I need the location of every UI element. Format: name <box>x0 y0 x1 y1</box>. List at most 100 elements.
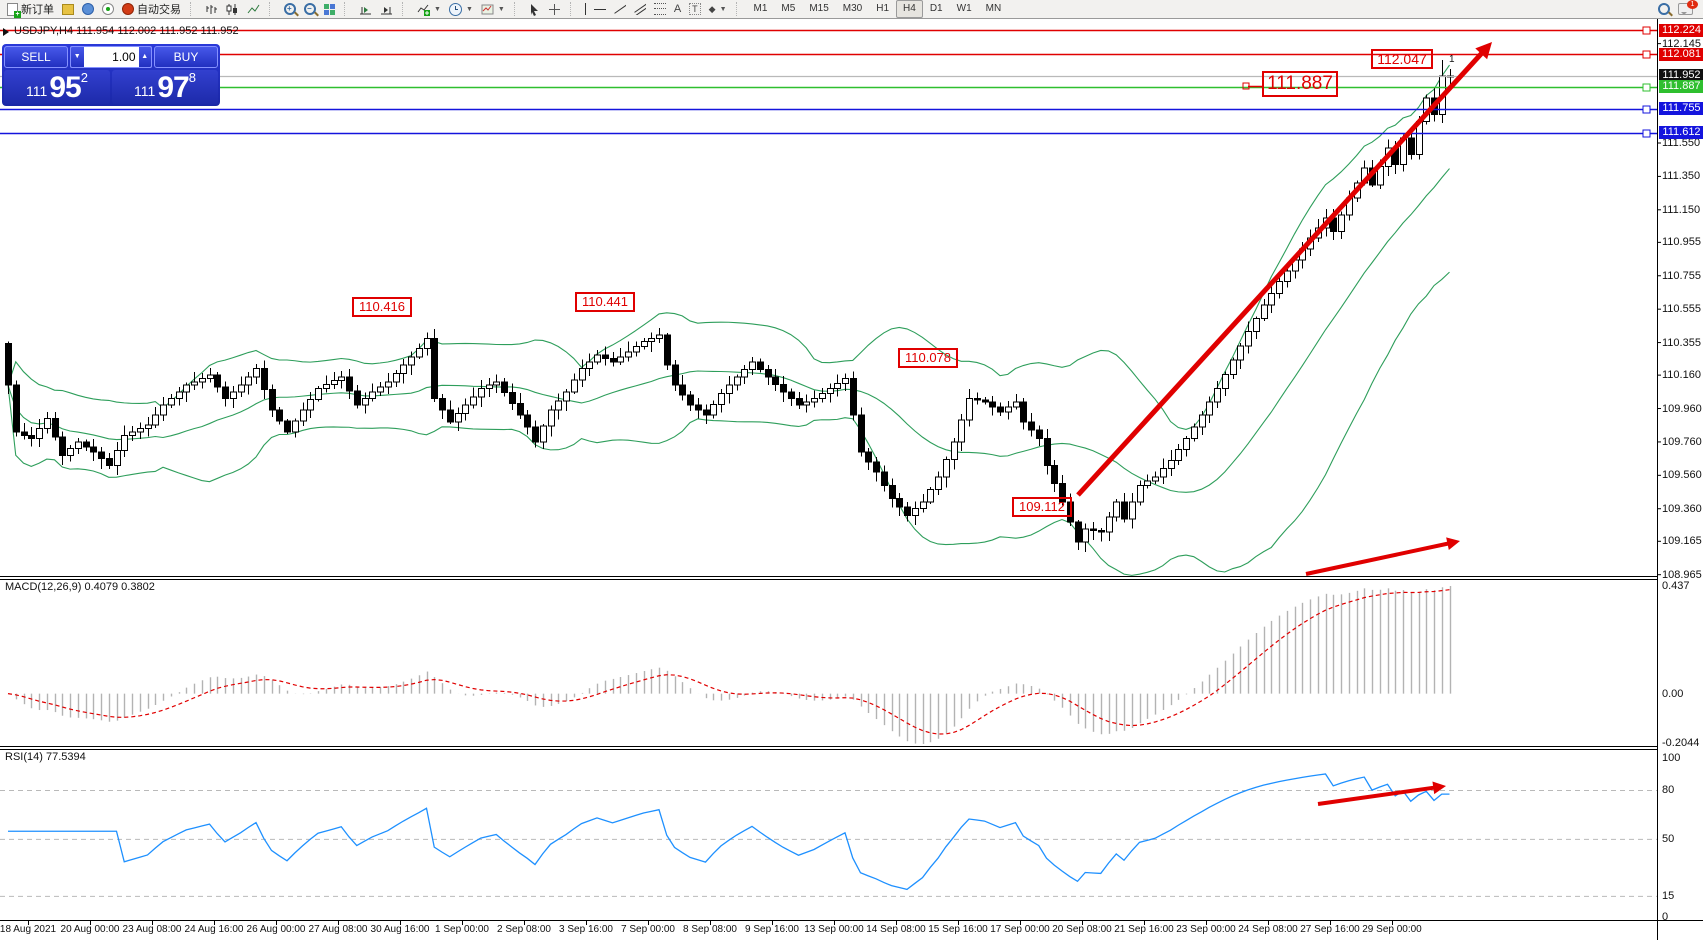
indicators-button[interactable]: ▼ <box>413 1 445 17</box>
hline-handle-111.612[interactable] <box>1642 129 1651 138</box>
tile-windows-button[interactable] <box>320 1 339 17</box>
trendline-tool[interactable] <box>610 1 630 17</box>
tab-timeframe-M1[interactable]: M1 <box>753 3 768 14</box>
price-tick-108.965: 108.965 <box>1662 568 1702 581</box>
tab-timeframe-W1[interactable]: W1 <box>956 3 972 14</box>
date-label-16: 17 Sep 00:00 <box>990 924 1050 935</box>
candles <box>5 60 1454 553</box>
periods-button[interactable]: ▼ <box>445 1 477 17</box>
cursor-icon <box>529 3 540 16</box>
zoom-in-button[interactable]: + <box>280 1 300 17</box>
tab-timeframe-M15[interactable]: M15 <box>809 3 829 14</box>
tab-timeframe-M30[interactable]: M30 <box>842 3 863 14</box>
macd-signal-line <box>7 589 1450 735</box>
hline-handle-111.887[interactable] <box>1642 83 1651 92</box>
timeframe-group: M1 M5 M15 M30 H1 H4 D1 W1 MN <box>744 0 1012 18</box>
buy-button[interactable]: BUY <box>154 46 218 68</box>
trendline-icon <box>614 3 626 15</box>
auto-scroll-button[interactable] <box>355 1 376 17</box>
date-label-12: 9 Sep 16:00 <box>745 924 799 935</box>
horizontal-line-tool[interactable] <box>590 1 610 17</box>
date-label-19: 23 Sep 00:00 <box>1176 924 1236 935</box>
chart-shift-button[interactable] <box>376 1 397 17</box>
search-icon[interactable] <box>1658 3 1670 15</box>
rsi-pane <box>0 773 1657 897</box>
label-tool[interactable]: T <box>685 1 705 17</box>
crosshair-button[interactable] <box>544 1 565 17</box>
channel-tool[interactable] <box>630 1 650 17</box>
candlestick-button[interactable] <box>222 1 243 17</box>
price-tick-111.150: 111.150 <box>1662 203 1701 216</box>
annotation-110.078[interactable]: 110.078 <box>898 348 958 368</box>
price-tick-110.755: 110.755 <box>1662 269 1701 282</box>
tab-timeframe-H1[interactable]: H1 <box>876 3 890 14</box>
tab-timeframe-M5[interactable]: M5 <box>781 3 796 14</box>
annotation-110.441[interactable]: 110.441 <box>575 292 635 312</box>
bar-chart-button[interactable] <box>201 1 222 17</box>
date-label-17: 20 Sep 08:00 <box>1052 924 1112 935</box>
date-label-8: 2 Sep 08:00 <box>497 924 551 935</box>
price-tick-109.360: 109.360 <box>1662 502 1702 515</box>
date-label-18: 21 Sep 16:00 <box>1114 924 1174 935</box>
volume-down-button[interactable]: ▼ <box>71 47 84 67</box>
chart-shift-icon <box>380 3 393 16</box>
toolbar-separator <box>190 2 196 16</box>
sell-button[interactable]: SELL <box>4 46 68 68</box>
candlestick-icon <box>226 3 239 16</box>
annotation-110.416[interactable]: 110.416 <box>352 297 412 317</box>
trend-arrow-1[interactable] <box>1305 540 1453 576</box>
chart-symbol-ohlc: USDJPY,H4 111.954 112.002 111.952 111.95… <box>14 25 239 37</box>
price-tick-110.160: 110.160 <box>1662 369 1701 382</box>
price-tick-110.955: 110.955 <box>1662 236 1701 249</box>
clock-icon <box>448 2 462 16</box>
vertical-line-tool[interactable] <box>581 1 590 17</box>
one-click-trading-panel: SELL ▼ ▲ BUY 111 95 2 111 97 8 <box>2 44 220 106</box>
new-order-button[interactable]: + 新订单 <box>3 1 58 18</box>
market-watch-button[interactable] <box>78 1 98 17</box>
templates-button[interactable]: ▼ <box>477 1 509 17</box>
annotation-109.112[interactable]: 109.112 <box>1012 497 1072 517</box>
volume-up-button[interactable]: ▲ <box>138 47 151 67</box>
annotation-112.047[interactable]: 112.047 <box>1371 49 1433 69</box>
arrows-tool[interactable]: ◆ ▼ <box>708 3 727 14</box>
hline-handle-111.755[interactable] <box>1642 105 1651 114</box>
tab-timeframe-D1[interactable]: D1 <box>929 3 943 14</box>
text-tool[interactable]: A <box>670 1 685 17</box>
buy-price-prefix: 111 <box>134 83 156 99</box>
trend-arrow-2[interactable] <box>1317 785 1439 806</box>
line-chart-button[interactable] <box>243 1 264 17</box>
macd-axis-max: 0.437 <box>1662 580 1690 592</box>
annotation-111.887[interactable]: 111.887 <box>1262 71 1338 97</box>
zoom-in-icon: + <box>284 3 296 15</box>
trend-arrow-head-0 <box>1475 42 1492 60</box>
hline-handle-112.081[interactable] <box>1642 50 1651 59</box>
price-tick-109.560: 109.560 <box>1662 469 1702 482</box>
cursor-button[interactable] <box>525 1 544 17</box>
main-price-pane <box>5 60 1454 576</box>
trend-arrow-0[interactable] <box>1076 47 1488 497</box>
tab-timeframe-MN[interactable]: MN <box>985 3 1002 14</box>
signals-button[interactable] <box>98 1 118 17</box>
chat-icon[interactable]: 1 <box>1678 0 1698 15</box>
hline-handle-112.224[interactable] <box>1642 26 1651 35</box>
buy-price-button[interactable]: 111 97 8 <box>112 70 218 104</box>
price-tick-110.355: 110.355 <box>1662 336 1701 349</box>
tile-windows-icon <box>324 3 335 15</box>
macd-title: MACD(12,26,9) 0.4079 0.3802 <box>5 581 155 593</box>
profiles-icon <box>62 3 74 15</box>
fibonacci-icon <box>653 3 666 15</box>
date-label-21: 27 Sep 16:00 <box>1300 924 1360 935</box>
fibonacci-tool[interactable] <box>650 1 670 17</box>
rsi-title: RSI(14) 77.5394 <box>5 751 86 763</box>
bollinger-middle-band <box>7 168 1450 493</box>
auto-trading-button[interactable]: 自动交易 <box>118 1 185 17</box>
sell-price-button[interactable]: 111 95 2 <box>4 70 110 104</box>
bar-chart-icon <box>205 3 218 16</box>
volume-input[interactable] <box>83 47 139 67</box>
tab-timeframe-H4[interactable]: H4 <box>896 0 923 18</box>
date-label-6: 30 Aug 16:00 <box>370 924 430 935</box>
zoom-out-button[interactable]: − <box>300 1 320 17</box>
profiles-button[interactable] <box>58 1 78 17</box>
sell-price-prefix: 111 <box>26 83 48 99</box>
